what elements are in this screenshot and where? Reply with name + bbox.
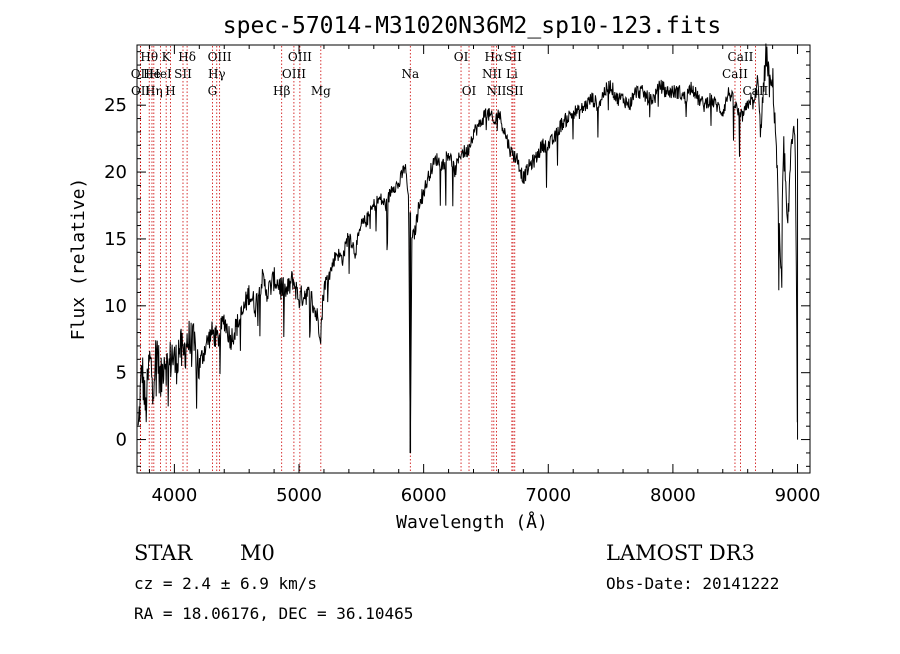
- x-tick-label: 7000: [525, 485, 571, 506]
- spectral-line-label: SII: [504, 50, 522, 64]
- survey-name: LAMOST DR3: [606, 541, 755, 565]
- spectral-line-label: Hη: [145, 84, 163, 98]
- plot-frame: [136, 44, 811, 474]
- y-axis-ticks: 0 5 10 15 20 25: [104, 51, 810, 467]
- flux-line: [137, 43, 798, 437]
- spectral-line-label: Mg: [311, 84, 331, 98]
- spectral-line-label: Na: [401, 67, 419, 81]
- spectral-line-label: OI: [454, 50, 469, 64]
- y-tick-label: 15: [104, 229, 127, 250]
- spectral-line-label: HeI: [149, 67, 172, 81]
- spectral-line-label: G: [208, 84, 218, 98]
- spectral-line-label: Hα: [485, 50, 504, 64]
- spectral-line-label: NII: [482, 67, 502, 81]
- spectral-line-label: Hδ: [178, 50, 196, 64]
- spectral-line-label: OII: [131, 84, 151, 98]
- chart-title: spec-57014-M31020N36M2_sp10-123.fits: [223, 13, 722, 39]
- y-tick-label: 10: [104, 296, 127, 317]
- spectral-line-label: Hθ: [140, 50, 158, 64]
- object-type: STAR: [134, 541, 193, 565]
- y-axis-label: Flux (relative): [68, 178, 89, 341]
- x-axis-ticks: 4000 5000 6000 7000 8000 9000: [148, 45, 821, 506]
- x-axis-label: Wavelength (Å): [396, 511, 548, 533]
- spectral-line-label: CaII: [728, 50, 754, 64]
- spectral-line-label: K: [162, 50, 172, 64]
- x-tick-label: 4000: [151, 485, 197, 506]
- spectral-line-label: NII: [486, 84, 506, 98]
- spectral-line-label: SII: [174, 67, 192, 81]
- spectral-line-label: Hγ: [208, 67, 226, 81]
- x-tick-label: 5000: [276, 485, 322, 506]
- sky-coordinates: RA = 18.06176, DEC = 36.10465: [134, 604, 413, 623]
- x-tick-label: 6000: [401, 485, 447, 506]
- spectral-line-label: OI: [462, 84, 477, 98]
- x-tick-label: 9000: [775, 485, 821, 506]
- spectral-line-label: OIII: [208, 50, 232, 64]
- y-tick-label: 20: [104, 162, 127, 183]
- spectral-line-label: OIII: [282, 67, 306, 81]
- redshift-velocity: cz = 2.4 ± 6.9 km/s: [134, 574, 317, 593]
- spectral-line-label: He: [143, 67, 161, 81]
- spectral-line-label: Hβ: [273, 84, 290, 98]
- spectral-line-label: SII: [506, 84, 524, 98]
- y-tick-label: 25: [104, 95, 127, 116]
- spectral-line-label: CaII: [722, 67, 748, 81]
- spectral-subclass: M0: [240, 541, 275, 565]
- spectral-line-label: Li: [506, 67, 518, 81]
- observation-date: Obs-Date: 20141222: [606, 574, 779, 593]
- spectral-line-label: OIII: [288, 50, 312, 64]
- spectral-line-label: H: [165, 84, 175, 98]
- y-tick-label: 0: [116, 430, 127, 451]
- y-tick-label: 5: [116, 363, 127, 384]
- flux-series: [137, 43, 799, 453]
- x-tick-label: 8000: [650, 485, 696, 506]
